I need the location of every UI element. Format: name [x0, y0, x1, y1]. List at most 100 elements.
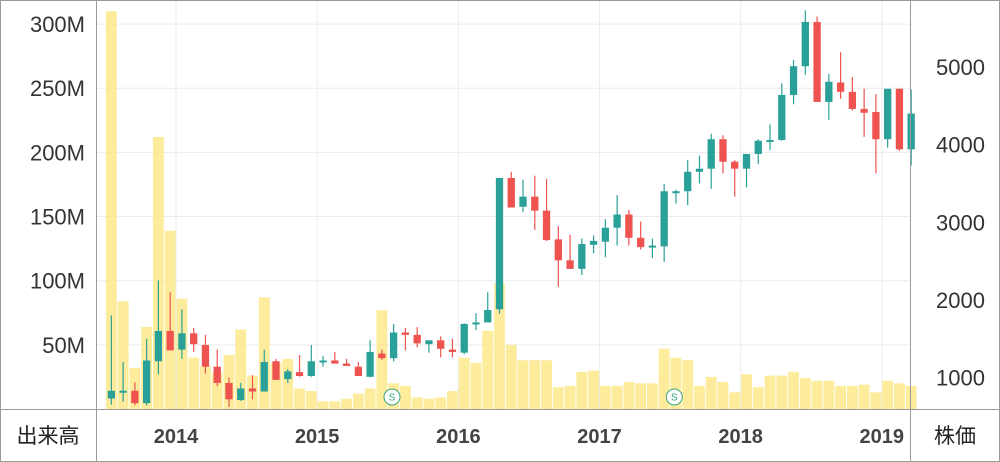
candle-body	[754, 140, 762, 154]
candle-body	[789, 66, 798, 95]
candle-up	[578, 238, 586, 276]
candle-up	[107, 315, 115, 405]
candle-body	[331, 360, 339, 364]
candle-down	[413, 327, 421, 348]
candle-body	[766, 139, 774, 142]
volume-bar	[670, 357, 682, 409]
volume-bar	[470, 362, 482, 409]
candle-up	[648, 238, 657, 258]
candle-down	[131, 382, 139, 406]
event-marker[interactable]: S	[383, 388, 401, 406]
candle-down	[354, 362, 363, 377]
candle-up	[601, 219, 610, 258]
candle-down	[872, 94, 880, 174]
volume-bar	[741, 374, 752, 409]
candle-body	[507, 178, 515, 208]
candle-body	[848, 91, 857, 109]
volume-bar	[482, 330, 494, 409]
candle-up	[695, 155, 704, 184]
candle-body	[613, 214, 621, 228]
candle-body	[742, 153, 751, 169]
candle-up	[284, 369, 292, 383]
candle-body	[201, 344, 210, 367]
candle-down	[731, 160, 739, 197]
candle-body	[589, 240, 598, 245]
x-axis: 2014 2015 2016 2017 2018 2019	[154, 426, 904, 448]
volume-bar	[117, 301, 129, 409]
volume-bar	[905, 385, 917, 409]
volume-bar	[447, 391, 458, 409]
volume-bar	[588, 370, 600, 409]
event-marker-circle	[383, 388, 401, 406]
candle-down	[248, 375, 257, 400]
candle-up	[154, 280, 163, 375]
candle-body	[801, 21, 809, 67]
volume-bar	[200, 366, 211, 409]
volume-bar	[517, 360, 529, 409]
candle-body	[366, 351, 374, 377]
candle-down	[201, 334, 210, 374]
candle-body	[484, 310, 492, 323]
candle-down	[190, 327, 198, 352]
candle-body	[107, 390, 115, 399]
candle-body	[142, 360, 151, 404]
candle-up	[519, 179, 527, 213]
candle-body	[378, 353, 386, 359]
candle-up	[319, 355, 327, 367]
volume-bar	[764, 375, 776, 409]
candle-body	[166, 330, 174, 351]
right-axis-tick-label: 2000	[936, 288, 985, 313]
volume-bar	[576, 371, 588, 409]
candle-body	[389, 332, 398, 359]
candle-body	[119, 390, 127, 393]
candle-body	[237, 388, 245, 401]
candle-up	[460, 323, 468, 355]
candle-body	[719, 139, 727, 162]
volume-bar	[658, 348, 670, 409]
candle-down	[531, 175, 539, 231]
candle-body	[660, 191, 668, 247]
volume-bar	[494, 283, 505, 409]
volume-bar	[858, 384, 870, 409]
event-marker-circle	[665, 388, 683, 406]
volume-bar	[458, 357, 470, 409]
candle-body	[319, 360, 327, 363]
right-axis-tick-label: 4000	[936, 133, 985, 158]
volume-bar	[729, 392, 741, 409]
x-axis-year-label: 2017	[577, 426, 622, 448]
candle-body	[413, 334, 421, 344]
candle-up	[142, 338, 151, 406]
volume-bar	[411, 397, 423, 409]
left-axis: 50M 100M 150M 200M 250M 300M	[30, 12, 85, 358]
candle-up	[260, 349, 268, 392]
candle-body	[637, 237, 645, 248]
candle-body	[895, 88, 904, 150]
candle-down	[566, 234, 574, 269]
volume-bar	[211, 373, 223, 409]
candle-up	[307, 344, 315, 377]
price-corner-label: 株価	[934, 424, 976, 448]
candle-body	[884, 88, 892, 140]
candle-body	[437, 340, 445, 349]
candle-down	[860, 88, 868, 137]
candle-up	[178, 309, 186, 359]
volume-bar	[623, 382, 635, 409]
candle-body	[213, 366, 221, 383]
candle-down	[813, 16, 821, 102]
right-axis-tick-label: 3000	[936, 210, 985, 235]
volume-bar	[317, 401, 329, 409]
left-axis-tick-label: 200M	[30, 140, 85, 165]
x-axis-year-label: 2018	[718, 426, 763, 448]
candle-up	[778, 83, 786, 141]
candle-body	[272, 361, 280, 380]
candle-up	[425, 340, 433, 353]
candle-down	[507, 171, 515, 208]
candle-body	[519, 196, 527, 207]
candle-down	[542, 178, 551, 241]
candle-down	[272, 358, 280, 380]
candle-body	[578, 244, 586, 269]
event-marker[interactable]: S	[665, 388, 683, 406]
volume-bar	[541, 360, 552, 409]
candle-up	[754, 139, 762, 165]
candle-body	[284, 371, 292, 380]
